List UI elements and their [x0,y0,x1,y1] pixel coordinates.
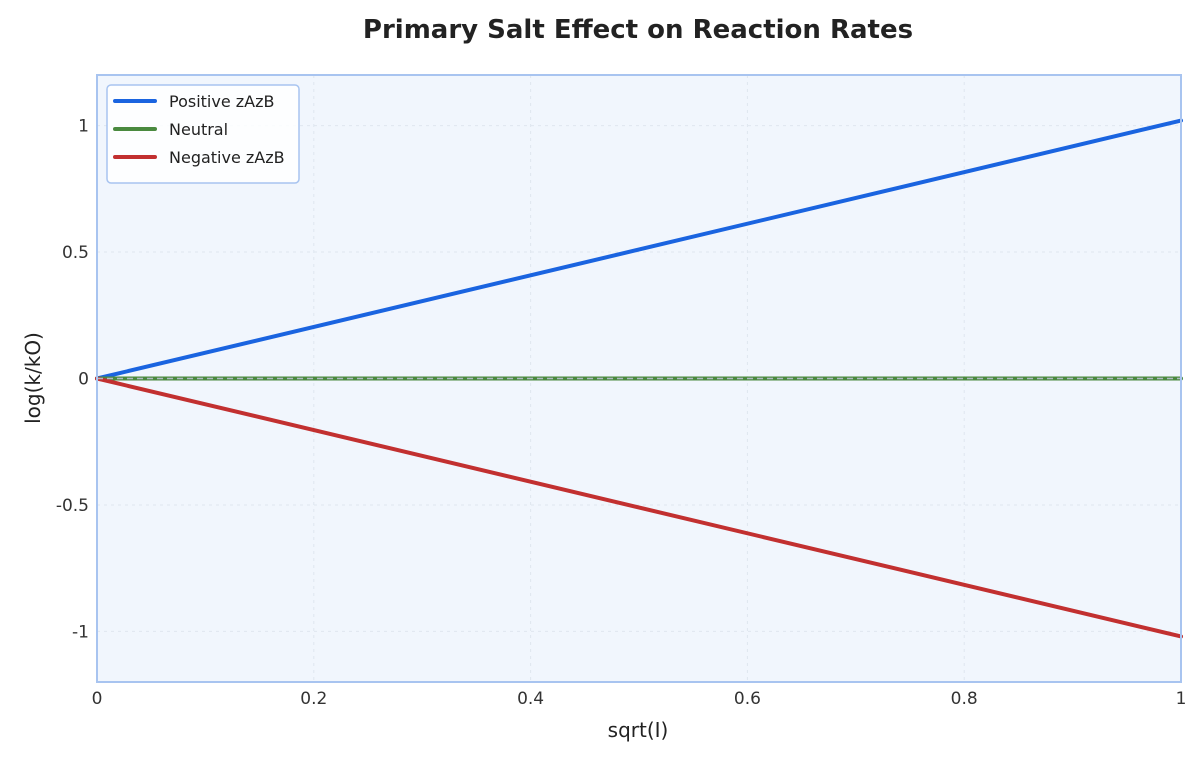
plot-frame [96,74,1182,683]
x-tick-label: 1 [1176,689,1187,709]
y-tick-label: -1 [72,622,89,642]
legend-label-negative-zazb: Negative zAzB [169,148,285,167]
y-tick-label: 1 [78,117,89,137]
y-tick-label: -0.5 [56,496,89,516]
x-axis-label: sqrt(I) [608,718,669,742]
y-tick-label: 0 [78,370,89,390]
x-tick-label: 0.2 [300,689,327,709]
x-tick-label: 0.8 [951,689,978,709]
y-axis-label: log(k/kO) [21,332,45,424]
x-tick-label: 0.4 [517,689,544,709]
chart-title: Primary Salt Effect on Reaction Rates [363,15,913,45]
legend-label-positive-zazb: Positive zAzB [169,92,274,111]
legend: Positive zAzB Neutral Negative zAzB [106,84,300,184]
series-line-negative-zazb [95,376,1183,639]
x-tick-label: 0 [92,689,103,709]
legend-label-neutral: Neutral [169,120,228,139]
y-tick-label: 0.5 [62,243,89,263]
x-tick-label: 0.6 [734,689,761,709]
series-line-positive-zazb [95,118,1183,381]
